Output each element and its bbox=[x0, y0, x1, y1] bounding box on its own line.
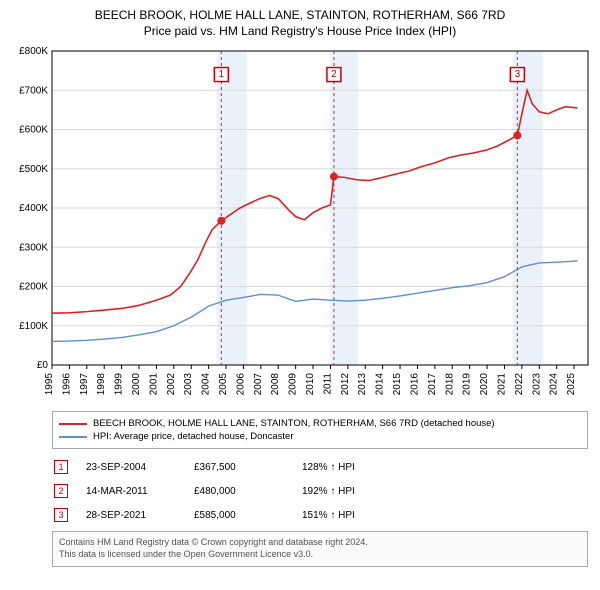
svg-text:2019: 2019 bbox=[462, 373, 473, 396]
sale-hpi: 151% ↑ HPI bbox=[302, 510, 392, 521]
sale-marker: 3 bbox=[54, 508, 68, 522]
svg-text:3: 3 bbox=[515, 69, 521, 80]
legend-label: HPI: Average price, detached house, Donc… bbox=[93, 431, 294, 442]
svg-text:2014: 2014 bbox=[375, 373, 386, 396]
svg-text:2008: 2008 bbox=[270, 373, 281, 396]
sales-row: 3 28-SEP-2021 £585,000 151% ↑ HPI bbox=[52, 503, 588, 527]
svg-text:2009: 2009 bbox=[288, 373, 299, 396]
sale-date: 28-SEP-2021 bbox=[86, 510, 176, 521]
sale-hpi: 128% ↑ HPI bbox=[302, 462, 392, 473]
svg-text:1999: 1999 bbox=[114, 373, 125, 396]
svg-text:2018: 2018 bbox=[444, 373, 455, 396]
svg-text:2015: 2015 bbox=[392, 373, 403, 396]
svg-text:2012: 2012 bbox=[340, 373, 351, 396]
svg-text:1995: 1995 bbox=[44, 373, 55, 396]
svg-text:2020: 2020 bbox=[479, 373, 490, 396]
svg-text:2023: 2023 bbox=[531, 373, 542, 396]
sale-price: £480,000 bbox=[194, 486, 284, 497]
chart-subtitle: Price paid vs. HM Land Registry's House … bbox=[8, 24, 592, 40]
svg-text:1996: 1996 bbox=[61, 373, 72, 396]
svg-text:2021: 2021 bbox=[496, 373, 507, 396]
svg-text:£600K: £600K bbox=[19, 125, 48, 136]
svg-text:£200K: £200K bbox=[19, 282, 48, 293]
svg-text:2017: 2017 bbox=[427, 373, 438, 396]
svg-text:2013: 2013 bbox=[357, 373, 368, 396]
footer: Contains HM Land Registry data © Crown c… bbox=[52, 531, 588, 566]
sales-row: 2 14-MAR-2011 £480,000 192% ↑ HPI bbox=[52, 479, 588, 503]
svg-text:£700K: £700K bbox=[19, 85, 48, 96]
legend-row: HPI: Average price, detached house, Donc… bbox=[59, 431, 581, 442]
svg-text:2004: 2004 bbox=[201, 373, 212, 396]
sale-marker: 2 bbox=[54, 484, 68, 498]
svg-text:2011: 2011 bbox=[322, 373, 333, 395]
sales-table: 1 23-SEP-2004 £367,500 128% ↑ HPI 2 14-MAR-20… bbox=[52, 455, 588, 527]
legend: BEECH BROOK, HOLME HALL LANE, STAINTON, … bbox=[52, 411, 588, 449]
svg-text:2001: 2001 bbox=[148, 373, 159, 396]
chart-svg: £0 £100K £200K £300K £400K £500K £600K £700K £80… bbox=[8, 45, 592, 405]
svg-text:£100K: £100K bbox=[19, 321, 48, 332]
sales-row: 1 23-SEP-2004 £367,500 128% ↑ HPI bbox=[52, 455, 588, 479]
sale-date: 23-SEP-2004 bbox=[86, 462, 176, 473]
legend-swatch bbox=[59, 423, 87, 425]
svg-text:2007: 2007 bbox=[253, 373, 264, 396]
svg-text:2: 2 bbox=[331, 69, 337, 80]
svg-text:2002: 2002 bbox=[166, 373, 177, 396]
svg-text:2010: 2010 bbox=[305, 373, 316, 396]
svg-text:£300K: £300K bbox=[19, 242, 48, 253]
svg-text:2025: 2025 bbox=[566, 373, 577, 396]
chart-title: BEECH BROOK, HOLME HALL LANE, STAINTON, … bbox=[8, 8, 592, 24]
legend-label: BEECH BROOK, HOLME HALL LANE, STAINTON, … bbox=[93, 418, 495, 429]
svg-text:2022: 2022 bbox=[514, 373, 525, 396]
title-block: BEECH BROOK, HOLME HALL LANE, STAINTON, … bbox=[8, 8, 592, 39]
legend-row: BEECH BROOK, HOLME HALL LANE, STAINTON, … bbox=[59, 418, 581, 429]
svg-text:2024: 2024 bbox=[549, 373, 560, 396]
svg-text:1: 1 bbox=[219, 69, 225, 80]
footer-line-1: Contains HM Land Registry data © Crown c… bbox=[59, 537, 581, 549]
svg-text:£800K: £800K bbox=[19, 46, 48, 57]
svg-text:1998: 1998 bbox=[96, 373, 107, 396]
svg-text:2006: 2006 bbox=[235, 373, 246, 396]
legend-swatch bbox=[59, 436, 87, 438]
svg-text:2005: 2005 bbox=[218, 373, 229, 396]
chart-area: £0 £100K £200K £300K £400K £500K £600K £700K £80… bbox=[8, 45, 592, 405]
svg-text:2000: 2000 bbox=[131, 373, 142, 396]
sale-price: £585,000 bbox=[194, 510, 284, 521]
sale-hpi: 192% ↑ HPI bbox=[302, 486, 392, 497]
footer-line-2: This data is licensed under the Open Gov… bbox=[59, 549, 581, 561]
svg-text:£500K: £500K bbox=[19, 164, 48, 175]
svg-text:£400K: £400K bbox=[19, 203, 48, 214]
svg-text:2003: 2003 bbox=[183, 373, 194, 396]
sale-price: £367,500 bbox=[194, 462, 284, 473]
sale-date: 14-MAR-2011 bbox=[86, 486, 176, 497]
sale-marker: 1 bbox=[54, 460, 68, 474]
svg-text:£0: £0 bbox=[37, 360, 49, 371]
svg-text:2016: 2016 bbox=[409, 373, 420, 396]
svg-text:1997: 1997 bbox=[79, 373, 90, 396]
